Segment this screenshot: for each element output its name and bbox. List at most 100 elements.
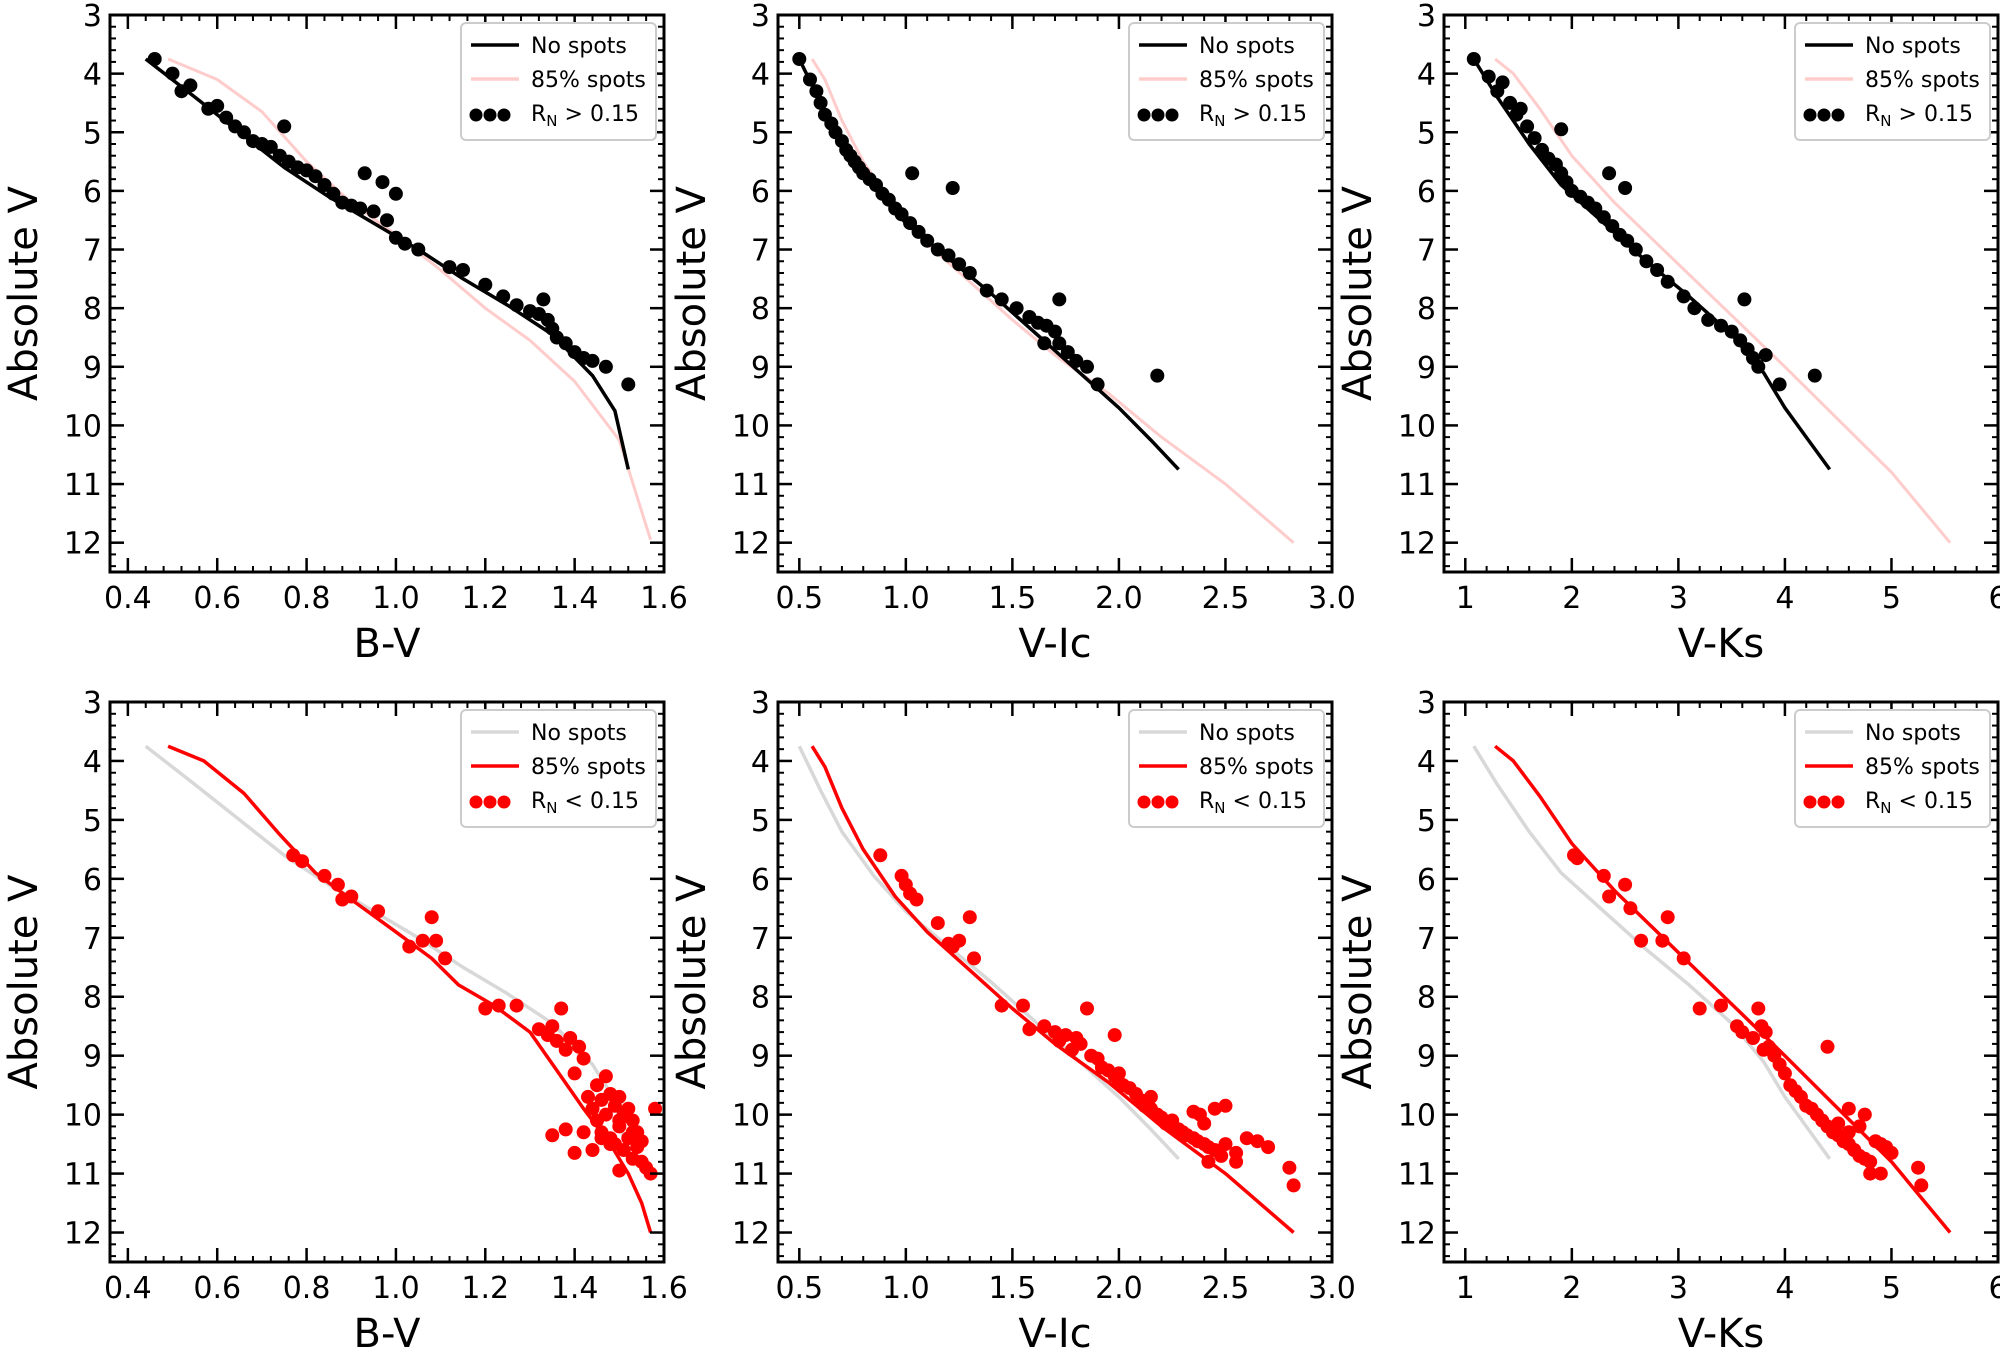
x-tick-label: 2.5 <box>1202 581 1250 616</box>
x-tick-label: 1.0 <box>372 1271 420 1306</box>
data-point <box>1218 1098 1233 1113</box>
data-point <box>1150 368 1165 383</box>
legend-box <box>460 709 657 828</box>
y-tick-label: 5 <box>751 804 770 839</box>
x-axis-label: V-Ic <box>1018 1311 1091 1349</box>
legend-label: No spots <box>1865 34 1961 59</box>
data-point <box>1746 1031 1760 1045</box>
legend: No spots 85% spots RN > 0.15 <box>1794 22 1991 141</box>
data-point <box>1495 75 1510 90</box>
data-point <box>1239 1131 1254 1146</box>
y-tick-label: 11 <box>64 468 102 503</box>
series-line-no-spots <box>797 745 1180 1161</box>
y-tick-label: 10 <box>732 409 770 444</box>
legend-dot-swatch <box>1165 108 1179 122</box>
x-tick-label: 0.8 <box>283 1271 331 1306</box>
data-point <box>616 1143 631 1157</box>
y-tick-label: 6 <box>751 863 770 898</box>
y-tick-label: 8 <box>751 292 770 327</box>
data-point <box>1588 201 1603 216</box>
x-tick-label: 2.0 <box>1095 581 1143 616</box>
data-point <box>165 66 180 81</box>
data-point <box>1602 166 1617 181</box>
data-point <box>962 910 977 925</box>
data-point <box>1229 1154 1244 1169</box>
data-point <box>1513 101 1528 116</box>
data-point <box>478 277 493 292</box>
data-point <box>809 84 824 99</box>
data-point <box>1751 1001 1766 1016</box>
data-point <box>1207 1101 1222 1116</box>
data-point <box>1069 353 1084 368</box>
data-point <box>442 260 457 275</box>
data-point <box>366 204 381 219</box>
data-point <box>1857 1107 1872 1122</box>
y-axis-label: Absolute V <box>1335 185 1381 401</box>
data-point <box>397 236 412 251</box>
x-tick-label: 4 <box>1775 581 1794 616</box>
legend-dot-swatch <box>1151 795 1165 809</box>
data-point <box>219 110 234 125</box>
data-point <box>1724 324 1739 339</box>
data-point <box>1503 95 1518 110</box>
data-point <box>491 998 506 1013</box>
y-tick-label: 9 <box>1417 351 1436 386</box>
data-point <box>380 213 394 228</box>
y-axis-label: Absolute V <box>1 185 47 401</box>
ticks <box>778 702 1332 1262</box>
y-tick-label: 4 <box>83 745 102 780</box>
data-point <box>1554 122 1569 137</box>
data-point <box>1527 131 1542 146</box>
data-point <box>590 1078 604 1093</box>
data-point <box>567 1145 582 1160</box>
legend: No spots 85% spots RN < 0.15 <box>460 709 657 828</box>
y-tick-label: 6 <box>1417 175 1436 210</box>
legend-dot-swatch <box>483 795 497 809</box>
data-point <box>1052 292 1067 307</box>
data-point <box>1777 1066 1792 1081</box>
x-tick-label: 0.6 <box>193 1271 241 1306</box>
series-line-85-spots <box>167 744 653 1234</box>
data-point <box>1863 1166 1878 1181</box>
legend-label: 85% spots <box>1199 755 1314 780</box>
legend-label: No spots <box>1199 34 1295 59</box>
x-tick-label: 2.0 <box>1095 1271 1143 1306</box>
data-point <box>1831 1116 1846 1131</box>
data-point <box>648 1101 663 1116</box>
y-tick-label: 11 <box>1398 1158 1436 1193</box>
x-tick-label: 1.2 <box>461 581 509 616</box>
y-tick-label: 10 <box>1398 1099 1436 1134</box>
y-tick-label: 8 <box>1417 292 1436 327</box>
legend: No spots 85% spots RN > 0.15 <box>1128 22 1325 141</box>
data-point <box>402 939 417 954</box>
series-points <box>873 848 1301 1193</box>
data-point <box>549 1033 564 1048</box>
y-tick-label: 11 <box>732 1158 770 1193</box>
data-point <box>1107 1028 1122 1043</box>
data-point <box>317 178 332 192</box>
legend-label: RN > 0.15 <box>1199 102 1307 130</box>
y-tick-label: 3 <box>751 0 770 34</box>
y-tick-label: 3 <box>1417 0 1436 34</box>
data-point <box>598 1069 613 1084</box>
panel-bottom-vic: 0.5 1.0 1.5 2.0 2.5 3.0 3 4 5 6 7 8 9 10 11 12 V-Ic Absol… <box>669 686 1356 1349</box>
legend: No spots 85% spots RN < 0.15 <box>1128 709 1325 828</box>
data-point <box>371 904 386 919</box>
legend-box <box>1794 22 1991 141</box>
data-point <box>1261 1140 1276 1155</box>
legend-label: No spots <box>1199 721 1295 746</box>
legend-dot-swatch <box>497 795 511 809</box>
series-line-no-spots <box>797 58 1180 471</box>
data-point <box>545 1128 560 1143</box>
legend-dot-swatch <box>1151 108 1165 122</box>
data-point <box>424 910 439 925</box>
data-point <box>237 125 251 140</box>
data-point <box>1660 910 1675 925</box>
x-axis-label: B-V <box>354 621 422 667</box>
data-point <box>1914 1178 1929 1193</box>
data-point <box>576 1125 591 1140</box>
data-point <box>1655 933 1670 948</box>
data-point <box>994 998 1009 1013</box>
x-tick-label: 1.0 <box>882 1271 930 1306</box>
